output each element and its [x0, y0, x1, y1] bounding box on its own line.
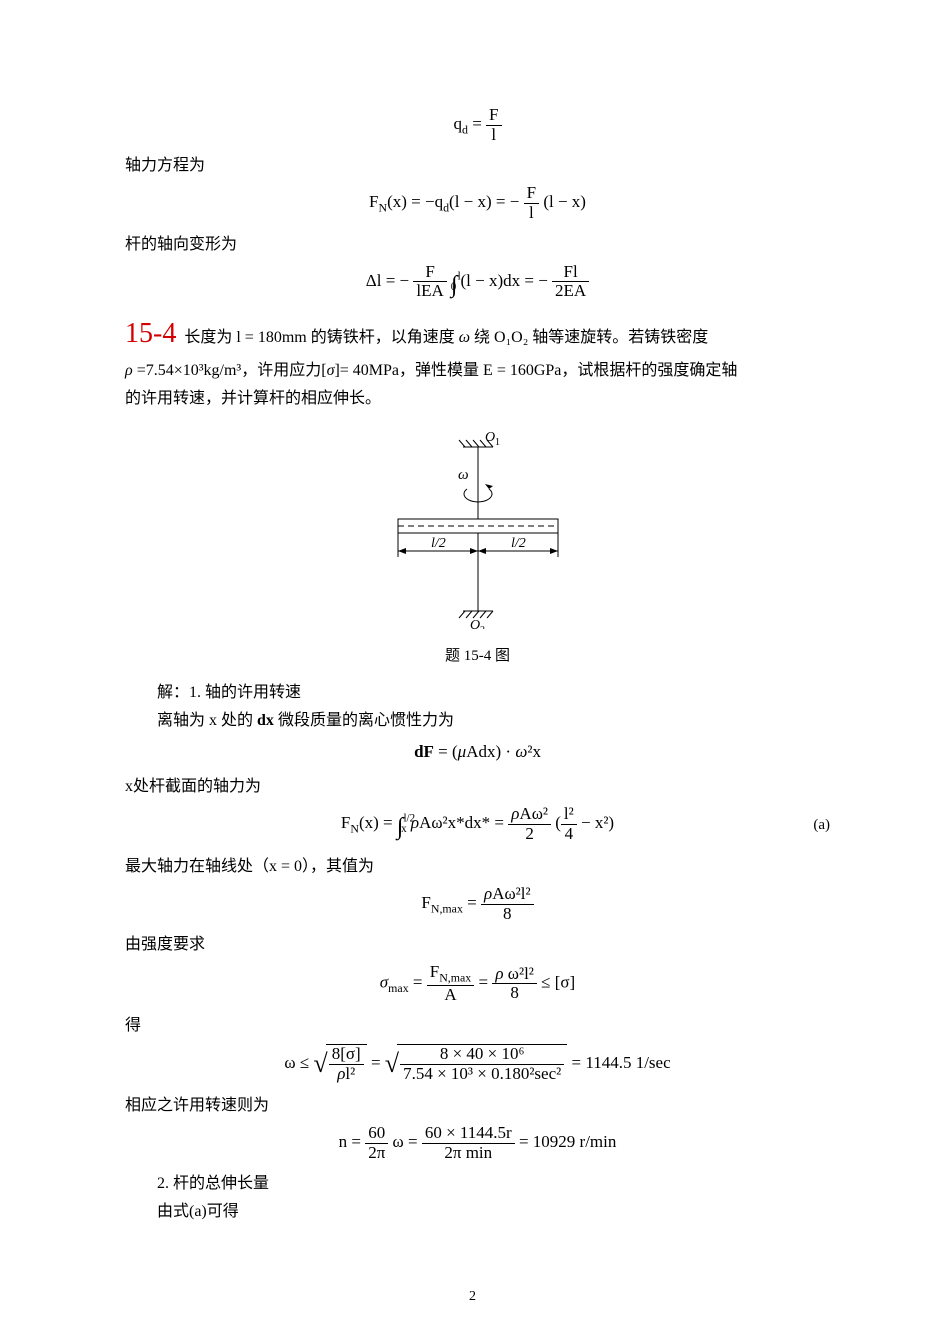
- text-allowable-speed: 相应之许用转速则为: [125, 1094, 830, 1118]
- text-result: 得: [125, 1014, 830, 1038]
- text-strength-req: 由强度要求: [125, 933, 830, 957]
- figure-15-4: O 1 ω l/2: [125, 429, 830, 637]
- problem-line2: ρ =7.54×10³kg/m³，许用应力[σ]= 40MPa，弹性模量 E =…: [125, 359, 830, 383]
- problem-number: 15-4: [125, 318, 176, 349]
- text-FN-at-x: x处杆截面的轴力为: [125, 775, 830, 799]
- svg-text:2: 2: [480, 625, 485, 629]
- label-O2: O: [470, 618, 480, 629]
- solution-head-1: 解：1. 轴的许用转速: [125, 681, 830, 705]
- solution-line-centrifugal: 离轴为 x 处的 dx 微段质量的离心惯性力为: [125, 709, 830, 733]
- equation-dF: dF = (μAdx) · ω²x: [125, 739, 830, 765]
- equation-qd: qd = Fl: [125, 106, 830, 144]
- equation-n: n = 602π ω = 60 × 1144.5r2π min = 10929 …: [125, 1124, 830, 1162]
- equation-tag-a: (a): [813, 814, 830, 837]
- solution-head-2: 2. 杆的总伸长量: [125, 1172, 830, 1196]
- equation-FN: FN(x) = −qd(l − x) = − Fl (l − x): [125, 184, 830, 222]
- label-l2-right: l/2: [511, 536, 526, 551]
- equation-sigma-max: σmax = FN,maxA = ρ ω²l²8 ≤ [σ]: [125, 963, 830, 1004]
- text-axial-deformation: 杆的轴向变形为: [125, 233, 830, 257]
- figure-caption: 题 15-4 图: [125, 645, 830, 668]
- equation-omega-limit: ω ≤ √8[σ]ρl² = √8 × 40 × 10⁶7.54 × 10³ ×…: [125, 1044, 830, 1083]
- problem-statement: 15-4 长度为 l = 180mm 的铸铁杆，以角速度 ω 绕 O₁O₂ 轴等…: [125, 313, 830, 355]
- page: qd = Fl 轴力方程为 FN(x) = −qd(l − x) = − Fl …: [0, 0, 945, 1337]
- label-omega: ω: [458, 467, 469, 483]
- equation-FN-integral: FN(x) = ∫l/2x ρAω²x*dx* = ρAω²2 (l²4 − x…: [125, 805, 830, 845]
- equation-delta-l: Δl = − FlEA ∫l0 (l − x)dx = − Fl2EA: [125, 263, 830, 303]
- page-number: 2: [0, 1286, 945, 1307]
- solution-line-from-a: 由式(a)可得: [125, 1200, 830, 1224]
- label-O1: O: [485, 430, 495, 445]
- text-max-FN: 最大轴力在轴线处（x = 0），其值为: [125, 855, 830, 879]
- svg-text:1: 1: [495, 437, 500, 448]
- text-axial-force-eqn: 轴力方程为: [125, 154, 830, 178]
- problem-line3: 的许用转速，并计算杆的相应伸长。: [125, 387, 830, 411]
- equation-FNmax: FN,max = ρAω²l²8: [125, 885, 830, 923]
- label-l2-left: l/2: [431, 536, 446, 551]
